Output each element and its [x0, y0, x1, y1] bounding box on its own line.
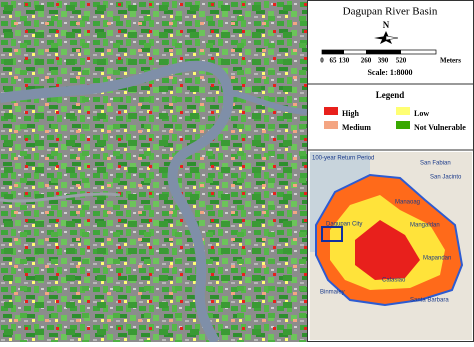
scale-tick-label: 390 — [378, 57, 389, 65]
legend-swatch — [396, 107, 410, 115]
scale-text: Scale: 1:8000 — [367, 68, 412, 77]
place-label: Binmaley — [320, 290, 345, 296]
river-branch — [227, 89, 308, 115]
inset-map: 100-year Return Period — [310, 152, 472, 340]
creek — [0, 192, 121, 203]
scale-tick-label: 65 — [330, 57, 338, 65]
scale-bar-segment — [322, 50, 344, 54]
legend-label: Medium — [342, 123, 371, 132]
legend-swatch — [396, 121, 410, 129]
scale-tick-label: 0 — [320, 57, 324, 65]
place-label: Manaoag — [395, 200, 420, 206]
legend-title: Legend — [376, 90, 405, 100]
place-label: Calasiao — [382, 278, 406, 284]
legend-label: Not Vulnerable — [414, 123, 466, 132]
place-label: Santa Barbara — [410, 298, 449, 304]
place-label: Dagupan City — [326, 222, 362, 228]
place-label: Mapandan — [423, 256, 451, 262]
north-arrow-e — [385, 35, 399, 41]
scale-bar-segment — [366, 50, 401, 54]
place-label: Mangaldan — [410, 223, 440, 229]
legend-swatch — [324, 121, 338, 129]
legend-label: High — [342, 109, 359, 118]
river — [0, 60, 234, 345]
legend-swatch — [324, 107, 338, 115]
inset-title: 100-year Return Period — [312, 156, 374, 162]
scale-tick-label: 130 — [339, 57, 350, 65]
place-label: San Jacinto — [430, 175, 462, 181]
scale-unit: Meters — [440, 57, 461, 65]
scale-tick-label: 520 — [396, 57, 407, 65]
scale-tick-label: 260 — [361, 57, 372, 65]
hazard-high — [355, 220, 420, 280]
study-area — [321, 226, 343, 242]
map-title: Dagupan River Basin — [343, 6, 438, 18]
legend-label: Low — [414, 109, 429, 118]
land-cover-overlay — [0, 0, 307, 342]
main-map — [0, 0, 308, 345]
place-label: San Fabian — [420, 161, 451, 167]
north-label: N — [383, 20, 390, 30]
north-arrow-w — [374, 36, 386, 40]
scale-bar — [321, 49, 437, 55]
